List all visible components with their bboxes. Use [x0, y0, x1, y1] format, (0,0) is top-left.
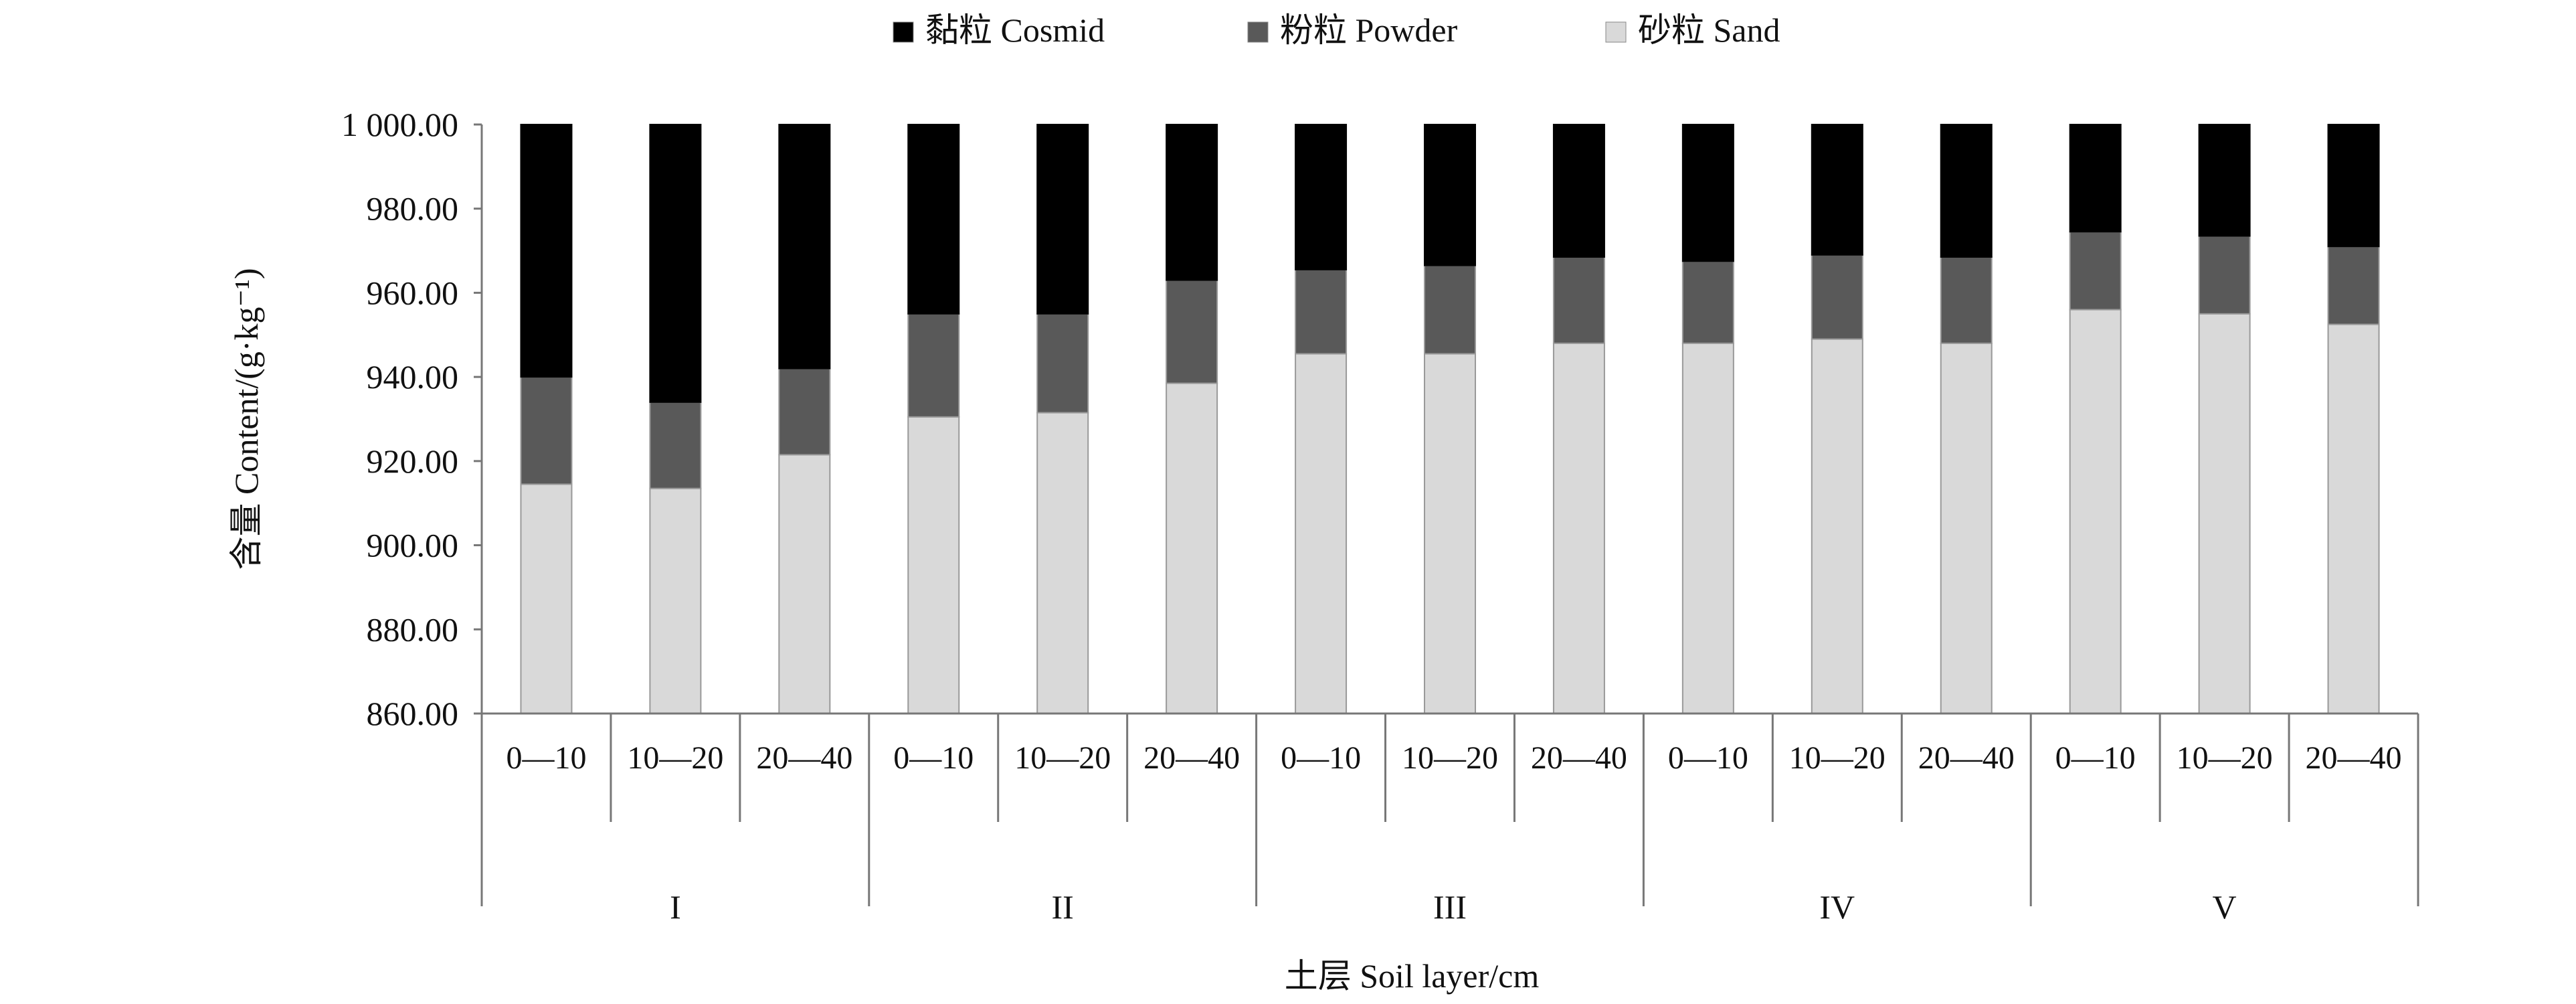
bar-segment-cosmid [2198, 124, 2251, 237]
legend-swatch [1247, 21, 1269, 43]
group-label: II [1052, 888, 1074, 926]
bar-segment-sand [1295, 353, 1348, 714]
bar-segment-sand [778, 454, 831, 715]
x-axis-title: 土层 Soil layer/cm [1285, 957, 1540, 995]
bar-segment-powder [1295, 268, 1348, 355]
legend-item: 砂粒 Sand [1605, 11, 1780, 49]
bar-segment-powder [1036, 313, 1089, 414]
bar-segment-cosmid [1166, 124, 1218, 281]
bar-segment-cosmid [778, 124, 831, 369]
y-tick-label: 900.00 [367, 527, 459, 564]
y-tick-label: 880.00 [367, 610, 459, 648]
bars [520, 124, 2380, 715]
bar-segment-sand [2069, 309, 2122, 715]
y-tick-label: 1 000.00 [341, 106, 458, 143]
x-tick-label: 0—10 [506, 740, 586, 776]
x-tick-label: 20—40 [1531, 740, 1627, 776]
bar-segment-sand [520, 483, 573, 715]
bar-segment-cosmid [907, 124, 960, 315]
legend-label: 粉粒 Powder [1280, 11, 1458, 49]
bar-segment-sand [1552, 342, 1605, 714]
bar-segment-sand [907, 416, 960, 714]
y-tick-label: 860.00 [367, 695, 459, 732]
bar-segment-cosmid [1295, 124, 1348, 270]
bar-segment-cosmid [1552, 124, 1605, 258]
y-axis: 860.00 880.00 900.00 920.00 940.00 960.00 980.… [341, 106, 483, 732]
bar-segment-powder [2327, 246, 2380, 325]
bar-segment-powder [2069, 231, 2122, 311]
x-tick-label: 20—40 [2306, 740, 2402, 776]
x-tick-label: 20—40 [756, 740, 852, 776]
x-tick-label: 0—10 [1668, 740, 1748, 776]
bar-segment-sand [1811, 338, 1863, 715]
group-label: I [670, 888, 681, 926]
legend-item: 粉粒 Powder [1247, 11, 1458, 49]
x-tick-label: 0—10 [1281, 740, 1361, 776]
bar-segment-sand [1940, 342, 1993, 714]
y-tick-label: 960.00 [367, 274, 459, 311]
bar-segment-cosmid [1036, 124, 1089, 315]
x-tick-label: 10—20 [1402, 740, 1498, 776]
y-tick-label: 920.00 [367, 442, 459, 480]
bar-segment-powder [1811, 254, 1863, 340]
y-axis-title: 含量 Content/(g·kg⁻¹) [227, 268, 265, 570]
bar-segment-powder [1940, 256, 1993, 344]
x-tick-label: 20—40 [1918, 740, 2015, 776]
bar-segment-cosmid [2327, 124, 2380, 248]
group-label: IV [1819, 888, 1855, 926]
bar-segment-powder [1166, 279, 1218, 384]
x-tick-label: 0—10 [893, 740, 974, 776]
bar-segment-powder [907, 313, 960, 418]
bar-segment-sand [1424, 353, 1476, 714]
y-tick-label: 940.00 [367, 358, 459, 396]
x-tick-label: 10—20 [1789, 740, 1885, 776]
bar-segment-cosmid [1424, 124, 1476, 266]
y-tick-label: 980.00 [367, 190, 459, 228]
x-tick-label: 10—20 [1014, 740, 1111, 776]
bar-segment-sand [2327, 323, 2380, 715]
x-axis: 0—10 10—20 20—40 0—10 10—20 20—40 0—10 10—20 20—… [480, 712, 2419, 926]
bar-segment-cosmid [1940, 124, 1993, 258]
bar-segment-sand [2198, 313, 2251, 715]
legend-swatch [1605, 21, 1627, 43]
x-tick-label: 10—20 [627, 740, 723, 776]
bar-segment-powder [649, 401, 702, 489]
legend: 黏粒 Cosmid 粉粒 Powder 砂粒 Sand [893, 11, 1780, 49]
bar-segment-powder [520, 376, 573, 485]
group-label: V [2213, 888, 2237, 926]
bar-segment-sand [1036, 412, 1089, 714]
x-tick-label: 10—20 [2177, 740, 2273, 776]
bar-segment-powder [1552, 256, 1605, 344]
bar-segment-sand [649, 487, 702, 714]
bar-segment-cosmid [1811, 124, 1863, 256]
legend-item: 黏粒 Cosmid [893, 11, 1105, 49]
legend-label: 砂粒 Sand [1638, 11, 1780, 49]
bar-segment-sand [1681, 342, 1734, 714]
bar-segment-cosmid [1681, 124, 1734, 262]
group-label: III [1433, 888, 1467, 926]
bar-segment-sand [1166, 382, 1218, 714]
bar-segment-cosmid [520, 124, 573, 378]
bar-segment-powder [778, 367, 831, 456]
legend-label: 黏粒 Cosmid [925, 11, 1105, 49]
x-tick-label: 0—10 [2055, 740, 2136, 776]
bar-segment-cosmid [2069, 124, 2122, 233]
bar-segment-powder [2198, 235, 2251, 315]
bar-segment-powder [1424, 264, 1476, 355]
legend-swatch [893, 21, 914, 43]
x-tick-label: 20—40 [1143, 740, 1240, 776]
bar-segment-cosmid [649, 124, 702, 403]
bar-segment-powder [1681, 260, 1734, 344]
